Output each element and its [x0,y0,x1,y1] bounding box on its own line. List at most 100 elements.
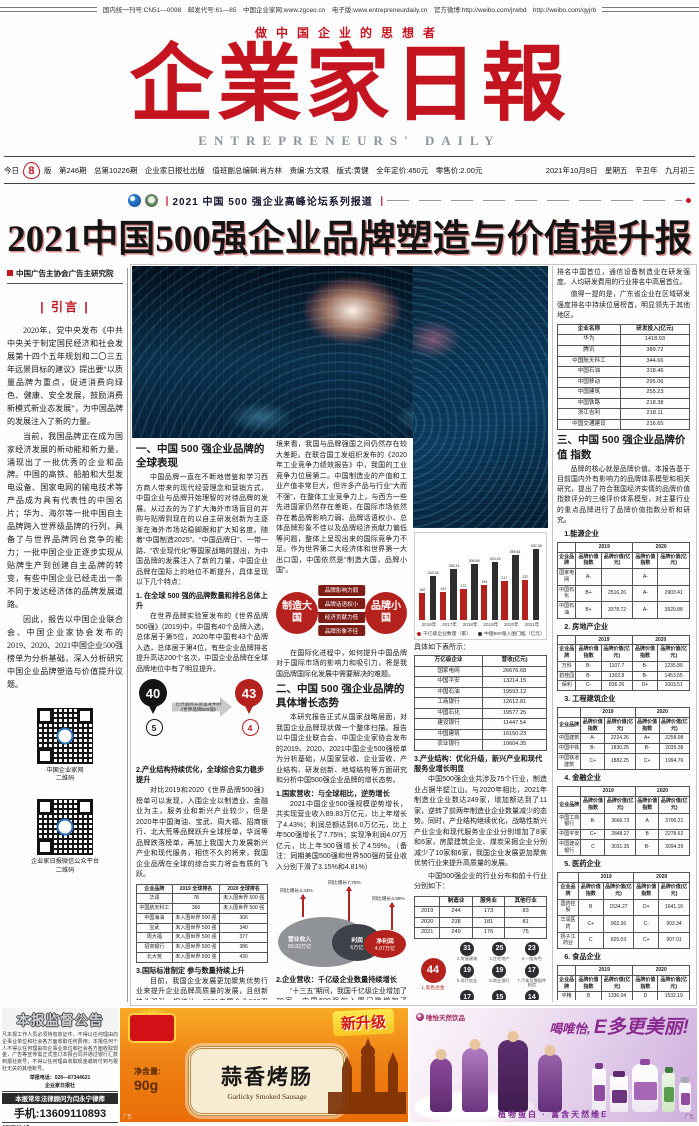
table-header: 企业品牌 [557,716,582,735]
sub-heading: 2.产业结构持续优化，全球综合实力稳步提升 [136,765,265,785]
qr-code-wechat [37,799,93,856]
table-cell: 中国石化 [414,707,484,720]
table-cell: 中粮 [557,991,577,1000]
series-title: 2021 中国 500 强企业高峰论坛系列报道 [172,196,373,208]
table-cell: 344.66 [619,355,690,368]
section-heading: 二、中国 500 强企业品牌的 具体增长态势 [276,683,405,710]
table-cell: B [577,898,604,917]
table-cell: B+ [575,584,602,603]
table-cell: 腾讯 [557,345,621,357]
table-cell: 1534.27 [602,898,635,917]
column-rule [127,268,128,1002]
brand-value-table-realestate: 2019 2020 企业品牌 品牌价值指数 品牌价值(亿元) 品牌价值指数 品牌价值(亿元)… [557,634,690,692]
pin-2019: 40 5 [136,679,172,736]
table-cell: 招商银行 [136,942,173,953]
sub-heading: 1. 在全球 500 强的品牌数量和排名总体上升 [136,590,268,610]
table-header: 品牌价值指数 [575,974,602,993]
table-cell: 中国石化 [557,584,577,603]
intro-paragraph: 因此，报告以中国企业联合会、中国企业家协会发布的2019、2020、2021中国… [7,614,123,689]
table-cell: B- [580,743,606,754]
weiyi-logo: 唯怡天然饮品 [416,1012,465,1022]
table-cell: 中国建设银行 [557,838,582,857]
table-cell: 中国中铁 [557,743,582,754]
table-cell: 13214.15 [482,676,547,688]
table-cell: D+ [631,680,659,692]
table-cell: 19577.25 [482,707,547,720]
table-cell: 中国平安 [557,829,582,840]
table-row: 中粮 B 1336.04 D 1532.19 [557,991,690,1000]
table-cell: 保利 [557,680,577,692]
trillion-companies-table: 万亿级企业 营收(亿元) 国家电网 26676.68 中国平安 13214.15 中国石油 1… [414,655,547,751]
table-header: 企业品牌 [557,796,582,814]
table-cell: B- [631,670,659,682]
table-cell: 1830.25 [604,743,636,754]
table-cell: 浙江吉利 [557,408,621,420]
table-header: 品牌价值(亿元) [600,551,634,570]
table-cell: 2020 [414,916,441,929]
table-header: 2020 [634,786,690,798]
bar [439,591,447,620]
table-cell: 1235.89 [657,660,690,672]
table-row: 国家电网 A- A- [557,568,690,586]
page-number-badge: 8 [22,161,41,179]
table-row: 宝武 未入围世界 500 强 340 [136,922,268,934]
bar [501,580,508,620]
separator-bar: 丨 [376,196,387,208]
table-cell [600,568,634,586]
shuanghui-logo: 双汇 Shuanghui [128,1009,176,1043]
table-header: 2020 [631,634,690,646]
table-cell: 3529.88 [657,601,690,619]
industry-rank-item: 19 6.商业银行 [484,963,514,989]
table-cell: 238 [439,916,473,929]
industry-rank-item: 23 4.一般有色 [517,941,547,962]
table-header: 品牌价值指数 [577,882,604,900]
table-cell: 华润医药 [557,915,579,933]
product-bottles [592,1059,691,1112]
brand-minor-circle: 品牌小国 [365,591,407,634]
table-cell: 255.23 [619,387,690,399]
article-paragraph: 排名中国首位，通信设备制造业在研发强度、人均研发费用的行业排名中高居首位。 [557,269,690,287]
bar-group: 222 392.36 2021年 [521,536,542,628]
bar-value-label: 217 [501,574,508,580]
article-paragraph: 境来看，我国与品牌强国之间仍然存在较大差距。在联合国工发组织发布的《2020年工… [276,441,407,574]
table-header: 2020 全球排名 [219,883,268,895]
rank-circle: 5 [145,719,163,736]
table-row: 中国石油 B+ 3378.72 A- 3529.88 [557,601,690,619]
table-header: 品牌价值指数 [632,974,659,993]
table-header: 品牌价值(亿元) [657,974,690,993]
intro-heading: | 引言 | [40,300,90,314]
table-cell: C+ [580,752,606,771]
brand-value-table-construction: 2019 2020 企业品牌 品牌价值指数 品牌价值(亿元) 品牌价值指数 品牌价值(亿元)… [557,707,690,771]
bar-category-label: 2020年 [503,622,519,627]
top-industries-infographic: 44 1.黑色冶金 31 2.房屋建筑 25 3.住宅地产 23 4.一般有色 19 5… [414,941,547,1000]
table-row: 万科 B- 1107.7 B- 1235.89 [557,660,690,672]
table-row: 2021 249 176 75 [414,927,547,939]
table-cell: B [634,829,660,840]
bar-group: 172 306.89 2018年 [460,536,480,628]
global-rank-table: 企业品牌 2019 全球排名 2020 全球排名 华润 78 未入围世界 500 强中国航… [136,883,268,963]
table-cell: A- [580,733,606,745]
table-cell: A [634,812,660,831]
table-cell: A- [632,568,659,586]
table-header: 2019 [580,707,636,718]
table-cell: B- [580,812,606,831]
table-cell: A- [575,568,602,586]
table-header [557,634,577,646]
table-cell: 386 [219,942,268,953]
table-cell: 3094.39 [658,838,690,857]
bar-category-label: 2017年 [442,622,457,627]
table-cell: 218.11 [619,408,690,420]
table-cell: B- [575,670,602,682]
table-header: 品牌价值(亿元) [658,796,690,814]
table-cell: B [575,991,602,1000]
bar-group: 152 243.46 2016年 [418,536,439,628]
table-row: 保利 C- 836.26 D+ 1003.51 [557,680,690,692]
table-row: 2020 238 181 81 [414,916,547,929]
bar-value-label: 283.11 [448,563,460,568]
publication-info-line: 国内统一刊号:CN51—0098 邮发代号:61—85 中国企业家网:www.z… [0,4,699,14]
table-row: 周大福 未入围世界 500 强 377 [136,932,268,944]
article-paragraph: 在国际化进程中，如何提升中国品牌对于国际市场的影响力和吸引力，将是我国品牌国际化… [276,649,407,678]
table-cell: 国家电网 [414,665,484,678]
table-row: 中国建设银行 C 3031.35 B- 3094.39 [557,838,690,857]
table-cell: 中国铁道建筑 [557,752,582,771]
